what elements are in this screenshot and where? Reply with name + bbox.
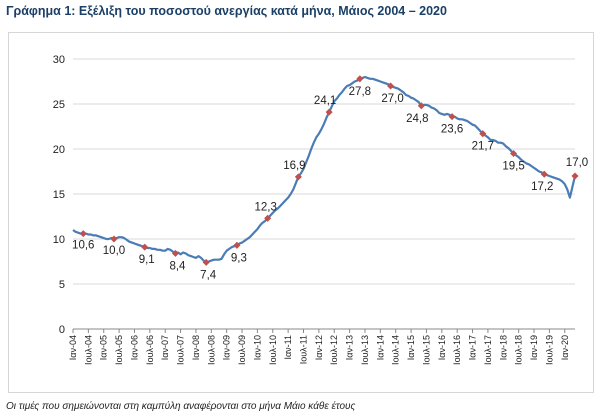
- x-tick-label: Ιουλ-06: [145, 335, 155, 365]
- data-label: 16,9: [283, 160, 305, 172]
- data-label: 23,6: [441, 124, 463, 136]
- data-label: 10,6: [72, 240, 94, 252]
- data-label: 27,8: [349, 86, 371, 98]
- x-tick-label: Ιαν-19: [529, 335, 539, 360]
- y-tick-label: 0: [59, 324, 65, 336]
- x-tick-label: Ιουλ-19: [544, 335, 554, 365]
- x-tick-label: Ιαν-04: [68, 335, 78, 360]
- y-tick-label: 25: [53, 99, 65, 111]
- data-marker: [110, 235, 118, 243]
- data-label: 21,7: [472, 141, 494, 153]
- x-axis-ticks: Ιαν-04 Ιουλ-04 Ιαν-05 Ιουλ-05 Ιαν-06 Ιουλ-06 Ι…: [68, 329, 570, 365]
- x-tick-label: Ιουλ-05: [114, 335, 124, 365]
- data-label: 24,8: [406, 113, 428, 125]
- y-tick-label: 30: [53, 54, 65, 66]
- chart-frame: 0 5 10 15 20 25 30 Ιαν-04 Ιουλ-04 Ιαν-05 Ιουλ-05 Ι…: [8, 32, 594, 393]
- x-tick-label: Ιαν-17: [468, 335, 478, 360]
- data-label-group: 10,6 10,0 9,1 8,4 7,4 9,3 12,3 16,9 24,1 27,8 27,0…: [72, 86, 588, 282]
- marker-group: [79, 75, 579, 266]
- data-marker: [233, 241, 241, 249]
- footnote: Οι τιμές που σημειώνονται στη καμπύλη αν…: [6, 401, 356, 412]
- data-label: 24,1: [314, 95, 336, 107]
- data-marker: [479, 130, 487, 138]
- y-tick-label: 10: [53, 234, 65, 246]
- data-marker: [171, 249, 179, 257]
- data-label: 9,3: [231, 252, 247, 264]
- x-tick-label: Ιαν-14: [375, 335, 385, 360]
- data-marker: [417, 102, 425, 110]
- x-tick-label: Ιουλ-15: [421, 335, 431, 365]
- data-marker: [79, 230, 87, 238]
- data-marker: [356, 75, 364, 83]
- x-tick-label: Ιαν-18: [498, 335, 508, 360]
- data-marker: [540, 170, 548, 178]
- x-tick-label: Ιουλ-16: [452, 335, 462, 365]
- chart-title: Γράφημα 1: Εξέλιξη του ποσοστού ανεργίας…: [6, 4, 447, 18]
- grid-lines: [73, 58, 575, 285]
- x-tick-label: Ιαν-15: [406, 335, 416, 360]
- x-tick-label: Ιουλ-17: [483, 335, 493, 365]
- x-tick-label: Ιουλ-04: [83, 335, 93, 365]
- data-marker: [387, 82, 395, 90]
- data-label: 9,1: [139, 254, 155, 266]
- x-tick-label: Ιαν-05: [99, 335, 109, 360]
- x-tick-label: Ιουλ-07: [176, 335, 186, 365]
- data-marker: [202, 258, 210, 266]
- x-tick-label: Ιαν-11: [283, 335, 293, 360]
- x-tick-label: Ιαν-09: [222, 335, 232, 360]
- y-tick-label: 15: [53, 189, 65, 201]
- data-marker: [264, 214, 272, 222]
- series-line: [72, 75, 577, 264]
- data-label: 17,0: [566, 157, 588, 169]
- data-label: 27,0: [381, 93, 403, 105]
- x-tick-label: Ιουλ-13: [360, 335, 370, 365]
- y-tick-label: 5: [59, 279, 65, 291]
- x-tick-label: Ιουλ-08: [206, 335, 216, 365]
- x-tick-label: Ιαν-20: [560, 335, 570, 360]
- data-marker: [325, 108, 333, 116]
- data-marker: [448, 113, 456, 121]
- data-label: 8,4: [169, 260, 186, 272]
- y-axis-ticks: 0 5 10 15 20 25 30: [53, 54, 65, 336]
- x-tick-label: Ιαν-10: [252, 335, 262, 360]
- x-tick-label: Ιαν-07: [160, 335, 170, 360]
- x-tick-label: Ιουλ-12: [329, 335, 339, 365]
- x-tick-label: Ιαν-06: [129, 335, 139, 360]
- data-marker: [294, 173, 302, 181]
- data-marker: [141, 243, 149, 251]
- data-label: 17,2: [531, 181, 553, 193]
- x-tick-label: Ιουλ-14: [391, 335, 401, 365]
- x-tick-label: Ιαν-13: [345, 335, 355, 360]
- x-tick-label: Ιουλ-11: [299, 335, 309, 364]
- x-tick-label: Ιουλ-09: [237, 335, 247, 365]
- y-tick-label: 20: [53, 144, 65, 156]
- series-line-group: [72, 75, 577, 264]
- x-tick-label: Ιαν-08: [191, 335, 201, 360]
- x-tick-label: Ιαν-16: [437, 335, 447, 360]
- data-label: 7,4: [200, 269, 217, 281]
- x-tick-label: Ιαν-12: [314, 335, 324, 360]
- x-tick-label: Ιουλ-18: [514, 335, 524, 365]
- data-marker: [571, 172, 579, 180]
- data-label: 12,3: [254, 201, 276, 213]
- data-label: 19,5: [502, 161, 524, 173]
- data-label: 10,0: [103, 245, 125, 257]
- x-tick-label: Ιουλ-10: [268, 335, 278, 365]
